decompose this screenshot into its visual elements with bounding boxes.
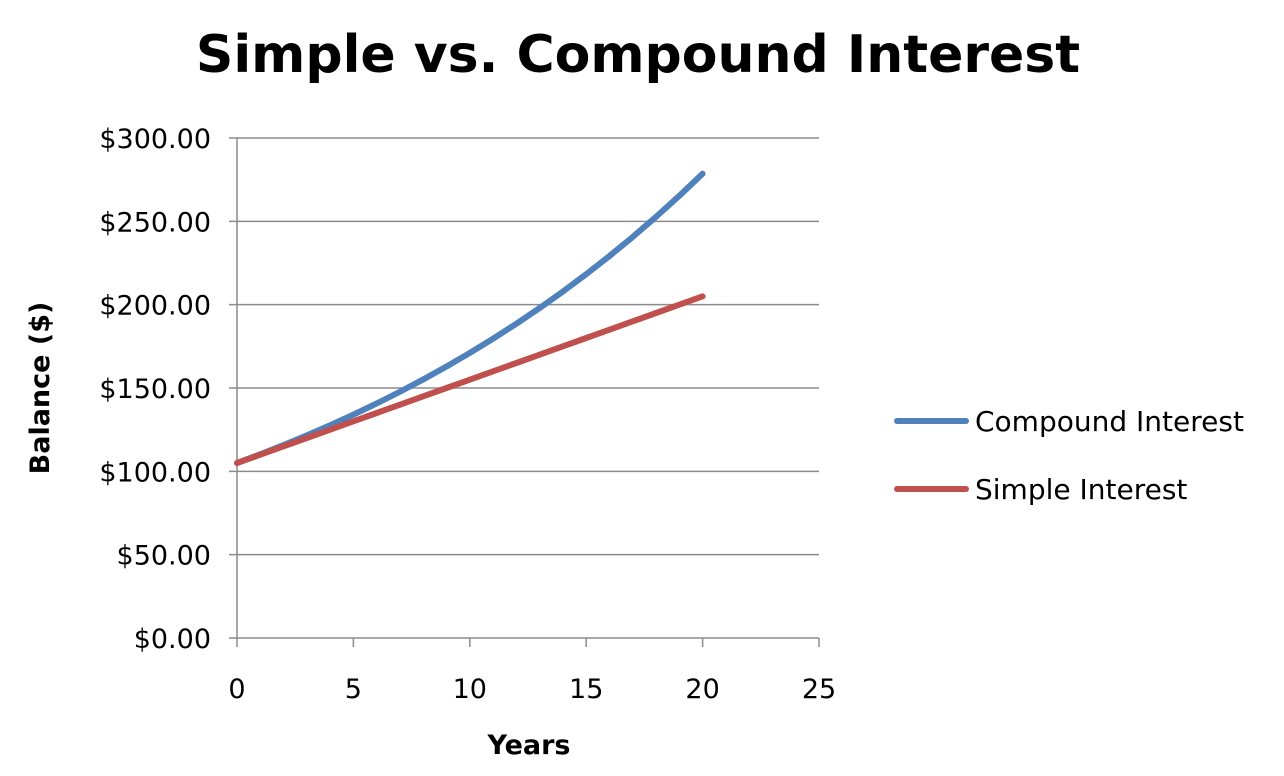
legend: Compound Interest Simple Interest (894, 405, 1244, 506)
grid-lines (229, 137, 819, 556)
y-tick-label: $300.00 (99, 124, 211, 155)
series-lines (234, 170, 706, 466)
x-tick-label: 25 (802, 674, 836, 705)
x-tick-label: 15 (569, 674, 603, 705)
axes (229, 138, 820, 647)
x-tick-labels: 0 5 10 15 20 25 (228, 674, 836, 705)
legend-label: Simple Interest (975, 473, 1187, 506)
series-line-simple-interest (234, 293, 706, 466)
y-tick-label: $100.00 (99, 457, 211, 488)
y-tick-label: $250.00 (99, 207, 211, 238)
y-tick-label: $50.00 (117, 541, 211, 572)
y-tick-label: $0.00 (134, 624, 211, 655)
x-axis-label: Years (487, 730, 571, 761)
y-tick-labels: $0.00 $50.00 $100.00 $150.00 $200.00 $250.00 $… (99, 124, 211, 655)
x-tick-label: 20 (685, 674, 719, 705)
x-tick-label: 5 (345, 674, 362, 705)
x-tick-label: 10 (453, 674, 487, 705)
y-tick-label: $200.00 (99, 291, 211, 322)
y-tick-label: $150.00 (99, 374, 211, 405)
chart-title: Simple vs. Compound Interest (196, 25, 1080, 85)
y-axis-label: Balance ($) (25, 302, 56, 475)
x-tick-label: 0 (228, 674, 245, 705)
legend-label: Compound Interest (975, 405, 1244, 438)
